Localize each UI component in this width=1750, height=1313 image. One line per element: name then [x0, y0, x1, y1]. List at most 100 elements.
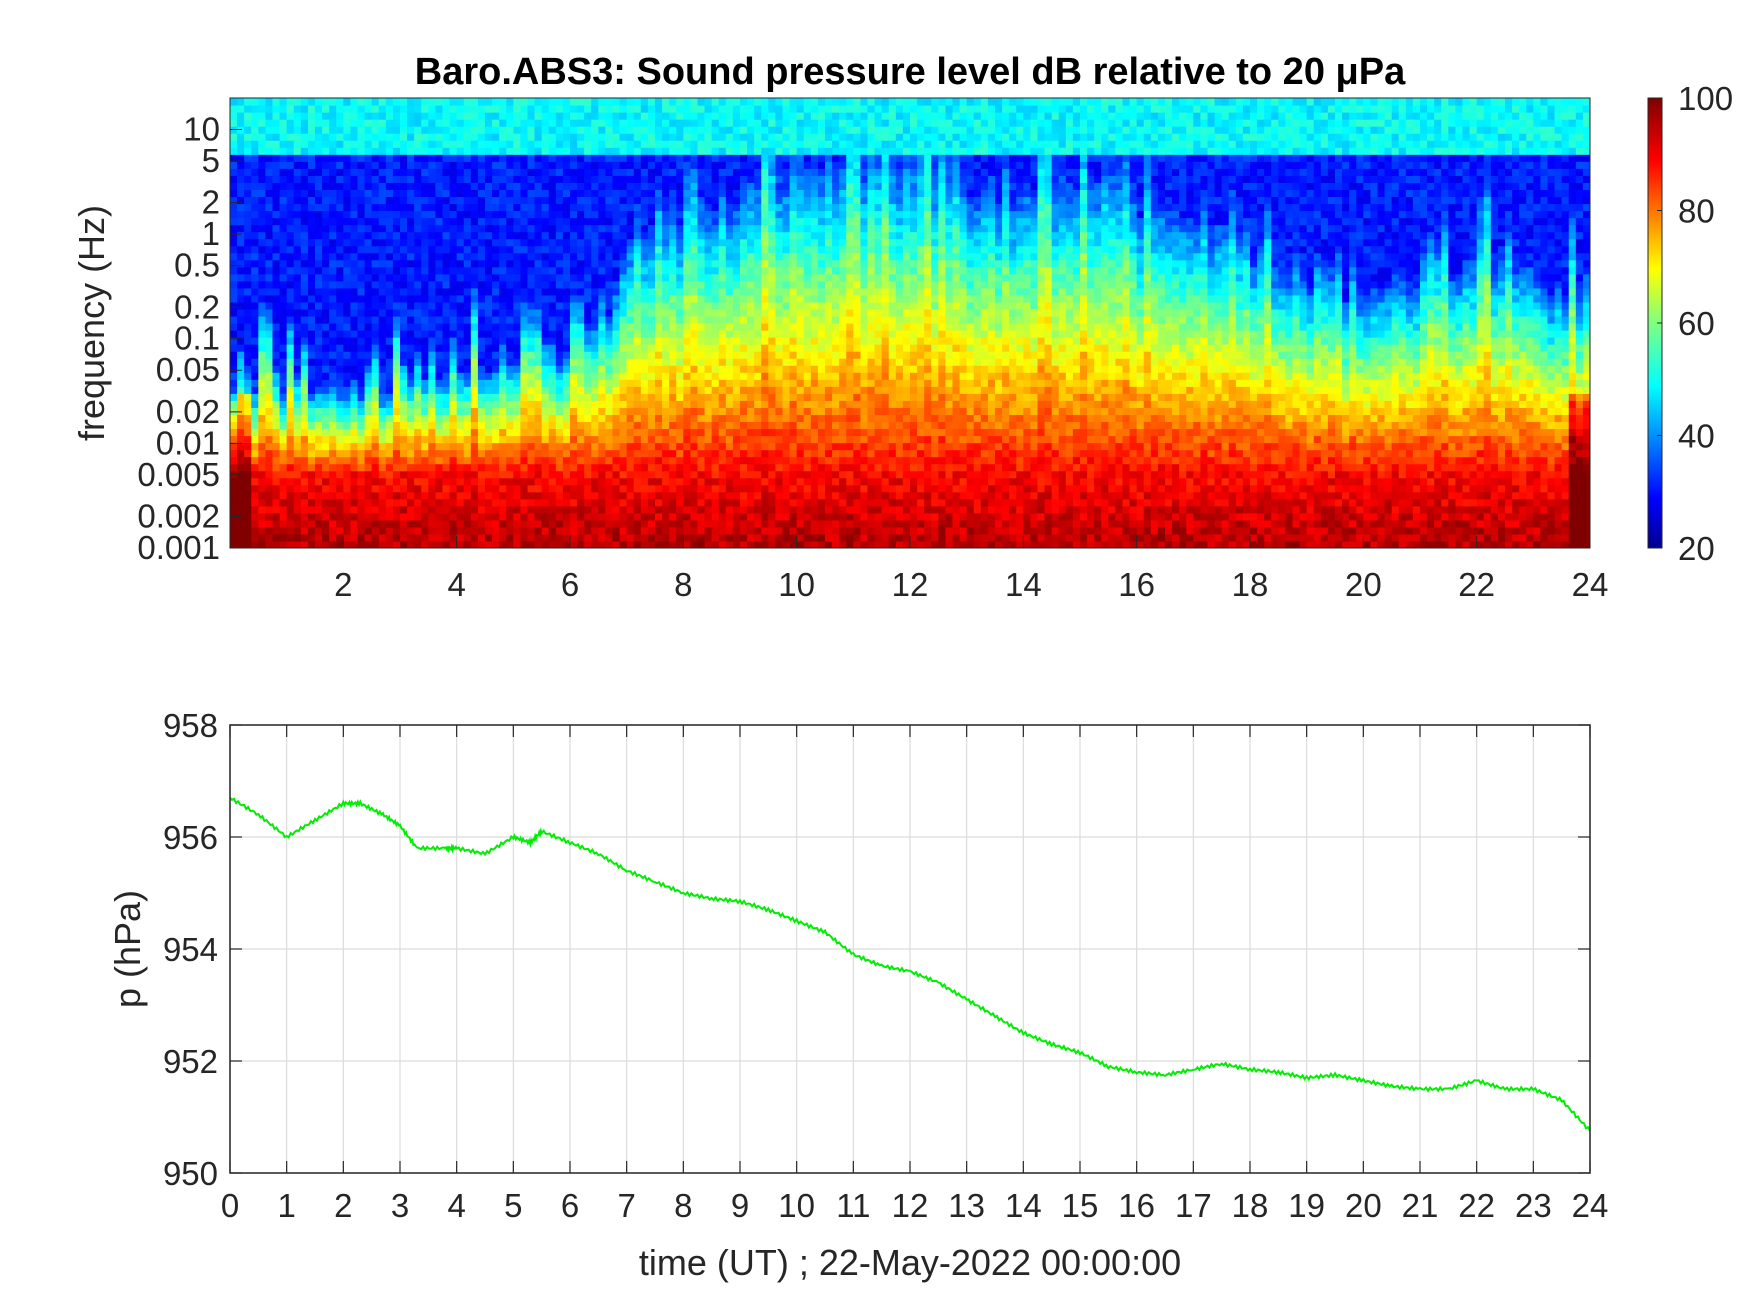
spectrogram-cell [520, 308, 529, 317]
spectrogram-cell [768, 203, 777, 212]
spectrogram-cell [485, 140, 493, 148]
spectrogram-cell [414, 273, 422, 282]
spectrogram-cell [272, 442, 281, 451]
spectrogram-cell [343, 414, 352, 423]
spectrogram-cell [414, 400, 422, 408]
spectrogram-cell [725, 442, 734, 451]
spectrogram-cell [343, 280, 352, 289]
spectrogram-cell [343, 259, 352, 268]
spectrogram-cell [768, 477, 777, 486]
spectrogram-cell [527, 98, 536, 106]
spectrogram-cell [647, 337, 656, 345]
spectrogram-cell [470, 463, 479, 472]
spectrogram-cell [534, 414, 543, 423]
spectrogram-cell [584, 189, 592, 198]
spectrogram-cell [520, 498, 529, 507]
spectrogram-cell [421, 112, 429, 120]
spectrogram-cell [605, 294, 614, 303]
spectrogram-cell [697, 386, 706, 394]
spectrogram-cell [421, 182, 429, 191]
spectrogram-cell [655, 330, 663, 338]
spectrogram-cell [605, 435, 614, 444]
spectrogram-cell [683, 484, 692, 493]
spectrogram-cell [329, 414, 337, 423]
spectrogram-cell [477, 512, 486, 521]
spectrogram-cell [442, 133, 451, 141]
spectrogram-cell [258, 505, 267, 514]
spectrogram-cell [577, 372, 585, 380]
spectrogram-cell [385, 238, 394, 247]
spectrogram-cell [315, 126, 323, 134]
spectrogram-cell [527, 449, 536, 458]
spectrogram-cell [449, 273, 458, 282]
spectrogram-cell [718, 358, 727, 366]
spectrogram-cell [633, 175, 642, 183]
spectrogram-cell [350, 512, 359, 521]
spectrogram-cell [619, 386, 628, 394]
spectrogram-cell [690, 140, 699, 148]
spectrogram-cell [279, 337, 288, 345]
spectrogram-cell [683, 161, 692, 169]
spectrogram-cell [286, 273, 295, 282]
spectrogram-cell [761, 105, 769, 113]
spectrogram-cell [725, 119, 734, 127]
spectrogram-cell [676, 323, 684, 331]
spectrogram-cell [251, 456, 259, 465]
spectrogram-cell [513, 470, 522, 479]
spectrogram-cell [230, 301, 238, 310]
spectrogram-cell [754, 168, 762, 176]
spectrogram-cell [527, 140, 536, 148]
spectrogram-cell [570, 365, 578, 373]
spectrogram-cell [640, 470, 649, 479]
spectrogram-cell [336, 337, 344, 345]
spectrogram-cell [732, 196, 741, 205]
spectrogram-cell [265, 98, 274, 106]
spectrogram-cell [251, 252, 259, 261]
spectrogram-cell [768, 414, 777, 423]
spectrogram-cell [463, 337, 472, 345]
spectrogram-cell [662, 210, 670, 219]
spectrogram-cell [612, 301, 621, 310]
spectrogram-cell [711, 323, 720, 331]
spectrogram-cell [230, 105, 238, 113]
spectrogram-cell [520, 217, 529, 226]
spectrogram-cell [272, 512, 281, 521]
spectrogram-cell [407, 372, 415, 380]
spectrogram-cell [442, 323, 451, 331]
spectrogram-cell [322, 140, 330, 148]
spectrogram-cell [400, 414, 408, 423]
spectrogram-cell [555, 126, 564, 134]
spectrogram-cell [251, 421, 259, 430]
spectrogram-cell [541, 498, 550, 507]
spectrogram-cell [477, 323, 486, 331]
spectrogram-cell [541, 379, 550, 387]
spectrogram-cell [555, 273, 564, 282]
spectrogram-cell [732, 231, 741, 240]
spectrogram-cell [732, 224, 741, 233]
spectrogram-cell [640, 147, 649, 155]
spectrogram-cell [655, 133, 663, 141]
spectrogram-cell [747, 337, 755, 345]
spectrogram-cell [683, 126, 692, 134]
spectrogram-cell [633, 414, 642, 423]
spectrogram-cell [371, 119, 380, 127]
spectrogram-cell [612, 512, 621, 521]
spectrogram-cell [683, 112, 692, 120]
spectrogram-cell [485, 112, 493, 120]
spectrogram-cell [414, 505, 422, 514]
spectrogram-cell [272, 519, 281, 528]
spectrogram-cell [499, 498, 507, 507]
spectrogram-cell [322, 287, 330, 296]
spectrogram-cell [244, 217, 252, 226]
spectrogram-cell [265, 161, 274, 169]
spectrogram-cell [244, 224, 252, 233]
spectrogram-cell [740, 196, 748, 205]
spectrogram-cell [265, 330, 274, 338]
spectrogram-cell [640, 491, 649, 500]
spectrogram-cell [626, 133, 635, 141]
spectrogram-cell [435, 491, 444, 500]
spectrogram-cell [293, 463, 302, 472]
spectrogram-cell [407, 154, 415, 162]
spectrogram-cell [775, 224, 784, 233]
spectrogram-cell [747, 540, 755, 548]
